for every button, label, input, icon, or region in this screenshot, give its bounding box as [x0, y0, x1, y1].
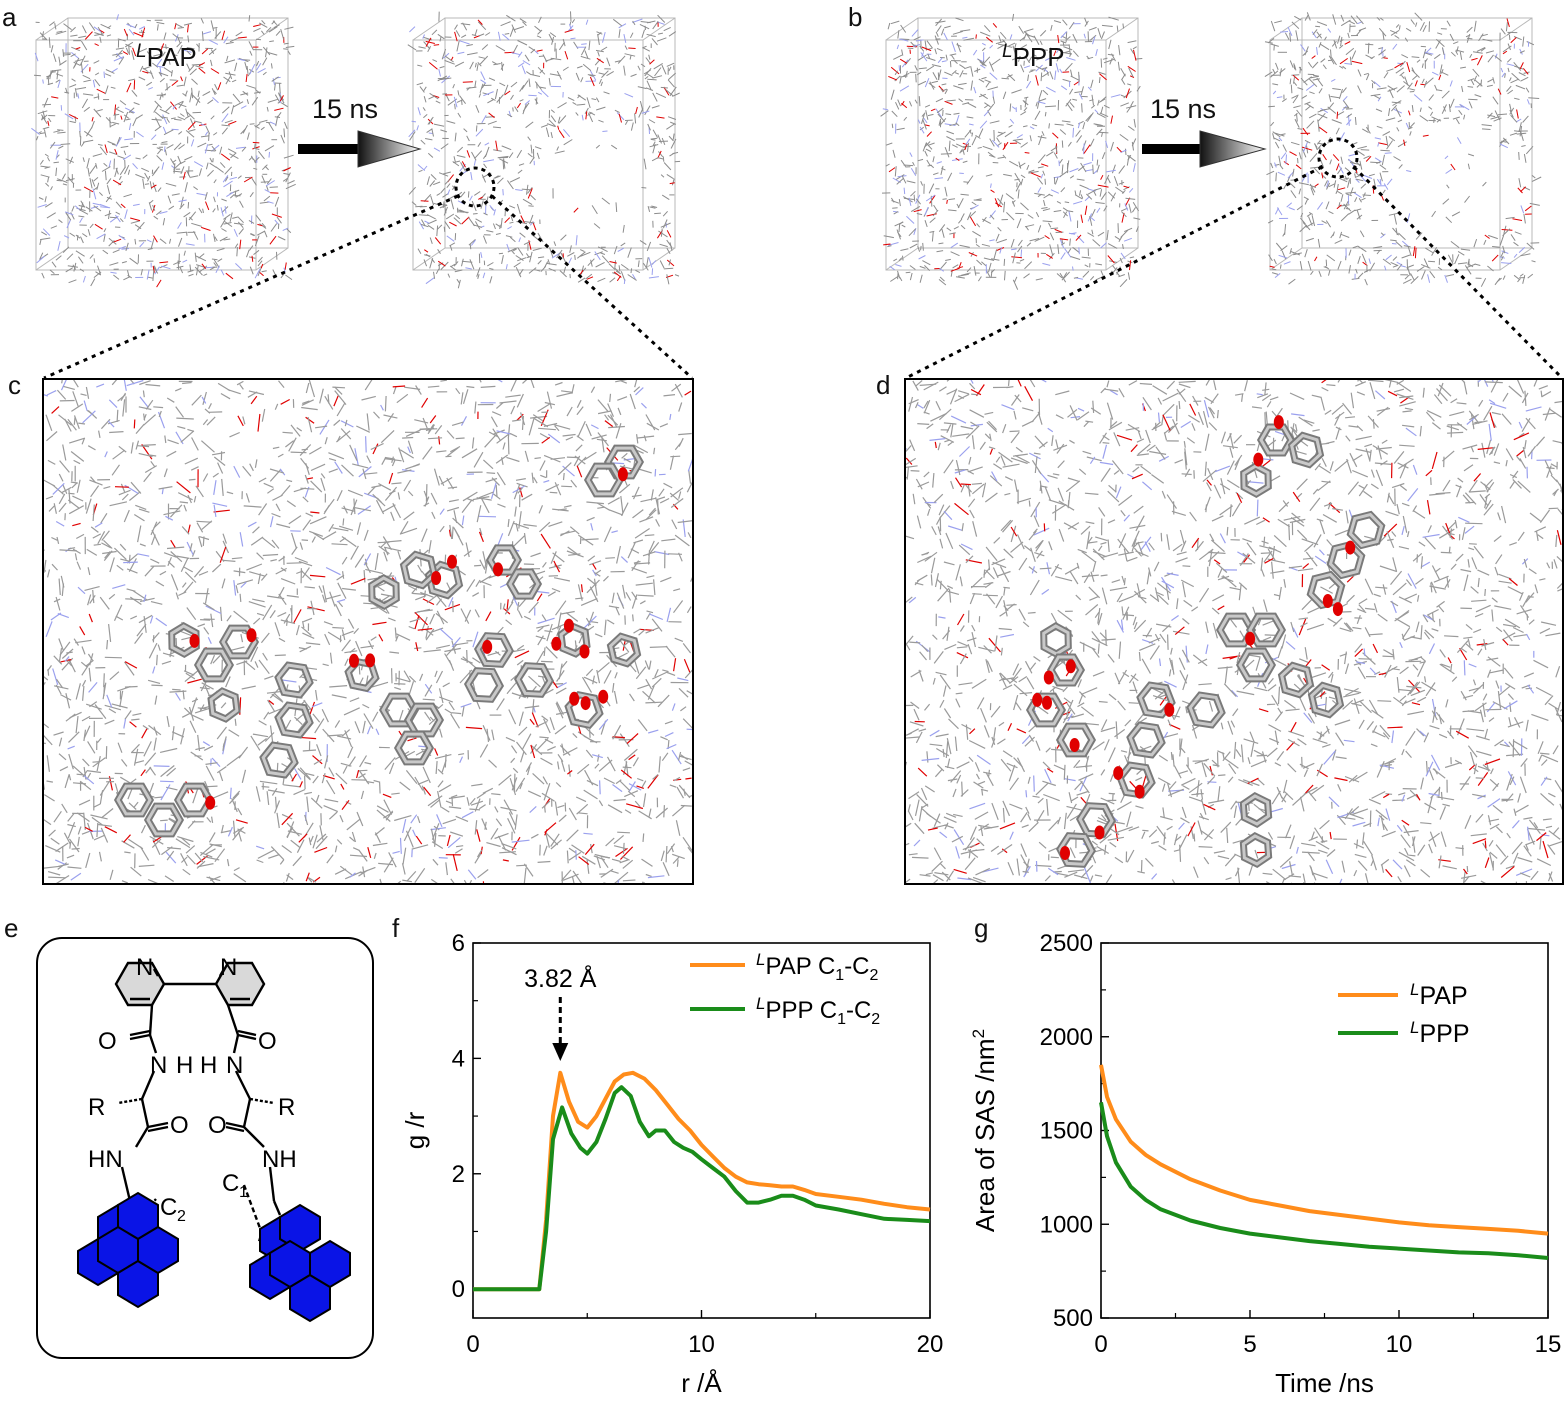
legend-label-1: LPPP C1-C2 — [756, 994, 880, 1028]
y-tick-label: 500 — [1053, 1305, 1093, 1332]
chemical-structure-panel: N N O O N H H N R R O O HN NH C 2 C 1 — [36, 937, 374, 1359]
y-tick-label: 6 — [452, 930, 465, 957]
panel-letter-b: b — [848, 2, 863, 32]
series-line-1 — [1099, 1102, 1549, 1260]
panel-letter-g: g — [974, 913, 989, 943]
simulation-box-lpap-final — [407, 11, 681, 289]
panel-letter-c: c — [8, 370, 21, 400]
arrows-and-connectors — [43, 130, 1564, 380]
x-axis-label: r /Å — [681, 1368, 722, 1398]
zoom-view-lppp — [904, 378, 1564, 885]
y-axis-label: Area of SAS /nm2 — [970, 1029, 1000, 1232]
atom-c2-sub: 2 — [177, 1208, 186, 1225]
y-tick-label: 2000 — [1040, 1024, 1093, 1051]
x-tick-label: 20 — [917, 1331, 944, 1358]
atom-n2: N — [220, 954, 237, 981]
x-tick-label: 10 — [688, 1331, 715, 1358]
atom-h1: H — [176, 1052, 193, 1079]
zoom-view-lpap — [42, 378, 694, 885]
x-tick-label: 0 — [1094, 1331, 1107, 1358]
y-tick-label: 4 — [452, 1045, 465, 1072]
x-tick-label: 0 — [466, 1331, 479, 1358]
sas-area-chart: 0 5 10 15 500 1000 1500 2000 2500 Time /ns Area of… — [970, 930, 1562, 1398]
series-line-0 — [473, 1070, 931, 1292]
y-tick-label: 2500 — [1040, 930, 1093, 957]
atom-o2: O — [258, 1028, 277, 1055]
x-tick-label: 10 — [1386, 1331, 1413, 1358]
y-tick-label: 1500 — [1040, 1118, 1093, 1145]
y-tick-label: 2 — [452, 1161, 465, 1188]
panel-letter-a: a — [2, 2, 17, 32]
simulation-box-lppp-initial — [880, 13, 1143, 290]
legend-label-0: LPAP C1-C2 — [756, 950, 879, 984]
time-arrow-label-b: 15 ns — [1150, 94, 1217, 124]
rdf-chart: 0 10 20 0 2 4 6 r /Å g /r 3.82 Å LPAP C1-C2 LPPP C1… — [400, 930, 944, 1398]
lppp-box-label: LPPP — [1002, 41, 1065, 72]
atom-o3: O — [170, 1112, 189, 1139]
atom-h2: H — [200, 1052, 217, 1079]
simulation-box-lppp-final — [1264, 12, 1542, 287]
atom-o1: O — [98, 1028, 117, 1055]
simulation-box-lpap-initial — [31, 14, 296, 288]
atom-n1: N — [136, 954, 153, 981]
atom-o4: O — [208, 1112, 227, 1139]
legend-label-1: LPPP — [1410, 1018, 1470, 1048]
x-axis-label: Time /ns — [1275, 1368, 1374, 1398]
zoom-circle-a — [454, 166, 496, 208]
atom-c2: C — [160, 1194, 177, 1221]
arrow-a — [298, 130, 422, 168]
peak-annotation: 3.82 Å — [524, 963, 597, 993]
atom-r2: R — [278, 1094, 295, 1121]
chemical-structure: N N O O N H H N R R O O HN NH C 2 C 1 — [77, 954, 351, 1323]
panel-letter-f: f — [392, 913, 400, 943]
legend-label-0: LPAP — [1410, 980, 1468, 1010]
lpap-box-label: LPAP — [136, 41, 197, 72]
series-line-1 — [473, 1085, 931, 1292]
y-tick-label: 0 — [452, 1276, 465, 1303]
x-tick-label: 15 — [1535, 1331, 1562, 1358]
atom-r1: R — [88, 1094, 105, 1121]
arrow-b — [1142, 130, 1267, 168]
zoom-circle-b — [1317, 137, 1359, 179]
time-arrow-label-a: 15 ns — [312, 94, 379, 124]
panel-letter-e: e — [4, 913, 19, 943]
atom-nh2-n: N — [226, 1052, 243, 1079]
panel-letter-d: d — [876, 370, 891, 400]
x-tick-label: 5 — [1243, 1331, 1256, 1358]
y-tick-label: 1000 — [1040, 1211, 1093, 1238]
atom-c1: C — [222, 1170, 239, 1197]
atom-nh1-n: N — [150, 1052, 167, 1079]
atom-hn: HN — [88, 1146, 123, 1173]
atom-c1-sub: 1 — [239, 1184, 248, 1201]
series-line-0 — [1099, 1064, 1549, 1236]
atom-nh: NH — [262, 1146, 297, 1173]
y-axis-label: g /r — [400, 1111, 430, 1149]
